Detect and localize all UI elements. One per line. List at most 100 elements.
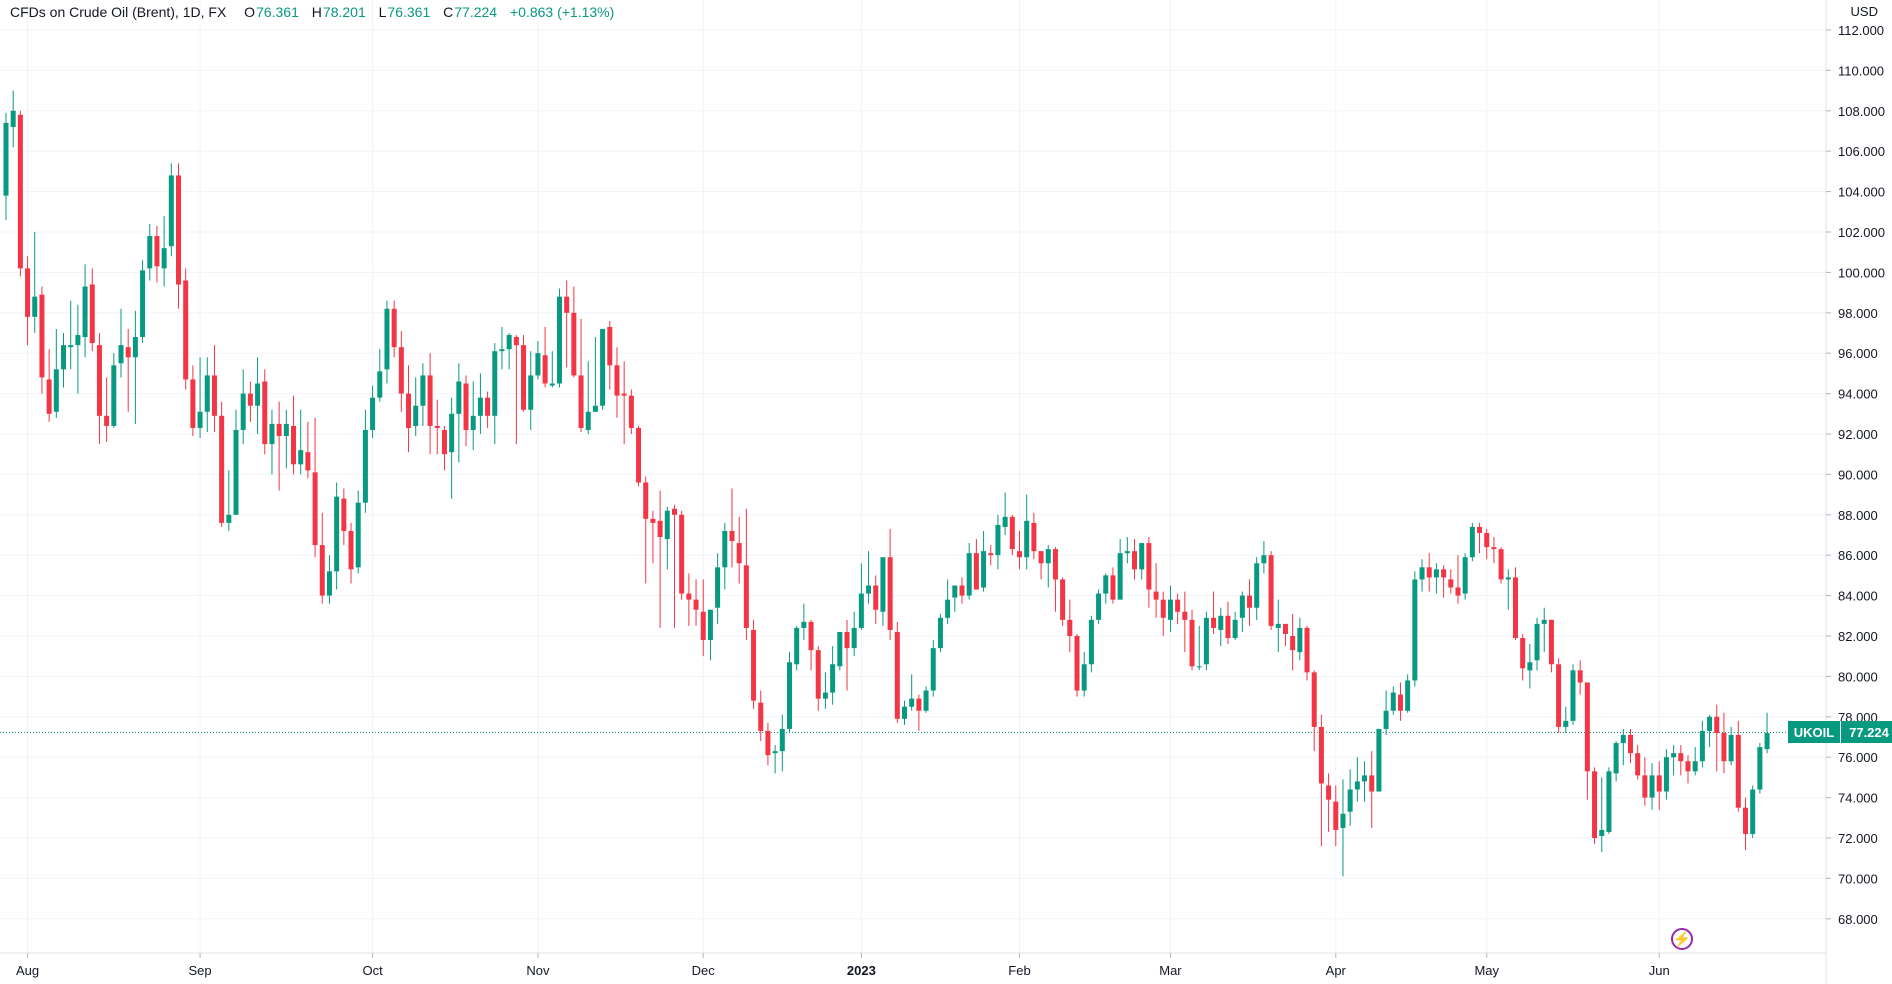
candle-body (973, 553, 979, 590)
candle-body (894, 631, 900, 719)
time-tick-label: Sep (189, 963, 212, 978)
candle-body (406, 393, 412, 428)
candle-body (758, 702, 764, 731)
candle (1599, 777, 1605, 853)
candle (535, 341, 541, 380)
price-tick-label: 108.000 (1838, 104, 1885, 119)
candle-body (132, 337, 138, 358)
candle-body (1512, 577, 1518, 639)
currency-label[interactable]: USD (1850, 4, 1878, 19)
price-tick-label: 110.000 (1838, 63, 1884, 78)
symbol-title[interactable]: CFDs on Crude Oil (Brent), 1D, FX (10, 4, 227, 20)
time-axis[interactable]: Aug Sep Oct Nov Dec 2023 Feb Mar Apr May Jun (16, 953, 1670, 978)
candle-body (1735, 734, 1741, 808)
candle-body (348, 530, 354, 570)
candle-body (909, 698, 915, 707)
candle (1268, 551, 1274, 630)
candle (161, 215, 167, 287)
candle (707, 609, 713, 661)
candle-body (1311, 672, 1317, 727)
candle-body (585, 411, 591, 430)
candle (190, 365, 196, 437)
candle-body (628, 395, 634, 428)
candle (53, 328, 59, 418)
candle (10, 90, 16, 148)
price-tick-label: 96.000 (1838, 346, 1878, 361)
candle-body (851, 627, 857, 649)
candle (384, 300, 390, 384)
candle-body (10, 110, 16, 127)
candle (355, 490, 361, 574)
candle-body (923, 690, 929, 711)
candle (398, 330, 404, 412)
candle (1261, 541, 1267, 574)
last-price-label: 77.224 (1841, 721, 1892, 744)
candle-body (391, 308, 397, 348)
candle-body (765, 730, 771, 756)
candle-body (334, 496, 340, 572)
candle-body (161, 248, 167, 269)
candle (916, 694, 922, 731)
candle-body (1060, 579, 1066, 620)
candle-body (398, 347, 404, 394)
candle-body (1081, 664, 1087, 691)
candle-body (1757, 747, 1763, 790)
candle (693, 579, 699, 626)
candle (341, 488, 347, 546)
candle (722, 522, 728, 590)
candle (1584, 682, 1590, 800)
candle (513, 335, 519, 445)
candle-body (219, 415, 225, 523)
candle-body (1584, 682, 1590, 772)
candle (1239, 591, 1245, 632)
candle-body (362, 429, 368, 503)
candle-body (1254, 563, 1260, 608)
candle (104, 377, 110, 443)
lightning-icon[interactable]: ⚡ (1671, 928, 1694, 950)
candle-body (1548, 619, 1554, 665)
candle (1369, 751, 1375, 828)
candle-body (664, 510, 670, 540)
candle-body (1469, 526, 1475, 558)
candle-body (564, 296, 570, 313)
candle (657, 490, 663, 628)
candle-body (1520, 638, 1526, 669)
candle (844, 619, 850, 691)
candle (549, 351, 555, 388)
price-tick-label: 94.000 (1838, 387, 1878, 402)
candle (154, 225, 160, 283)
candle-body (1620, 734, 1626, 744)
candle (1577, 660, 1583, 695)
price-tick-label: 76.000 (1838, 750, 1878, 765)
price-tick-label: 78.000 (1838, 710, 1878, 725)
candle-body (1685, 761, 1691, 772)
candle (370, 385, 376, 439)
candle-body (319, 545, 325, 596)
price-tick-label: 68.000 (1838, 912, 1878, 927)
candle (1570, 664, 1576, 725)
candle (937, 613, 943, 653)
candle (176, 163, 182, 309)
candle (1750, 785, 1756, 838)
candle-body (1678, 753, 1684, 762)
candle-body (600, 328, 606, 406)
candle (1282, 623, 1288, 647)
candle (959, 577, 965, 604)
candle-body (1390, 692, 1396, 711)
candle (1678, 745, 1684, 776)
price-tick-label: 72.000 (1838, 831, 1878, 846)
candle (197, 357, 203, 439)
candle-body (549, 383, 555, 386)
candle-body (830, 664, 836, 693)
candle (1455, 555, 1461, 604)
candle (1203, 611, 1209, 671)
candle-body (125, 347, 131, 358)
price-axis[interactable]: 112.000 110.000 108.000 106.000 104.000 102.0… (1826, 23, 1885, 927)
candle (1017, 530, 1023, 570)
candle (1642, 757, 1648, 806)
candle-body (1347, 789, 1353, 812)
candle-body (607, 326, 613, 366)
candle (636, 425, 642, 487)
candle (283, 409, 289, 469)
